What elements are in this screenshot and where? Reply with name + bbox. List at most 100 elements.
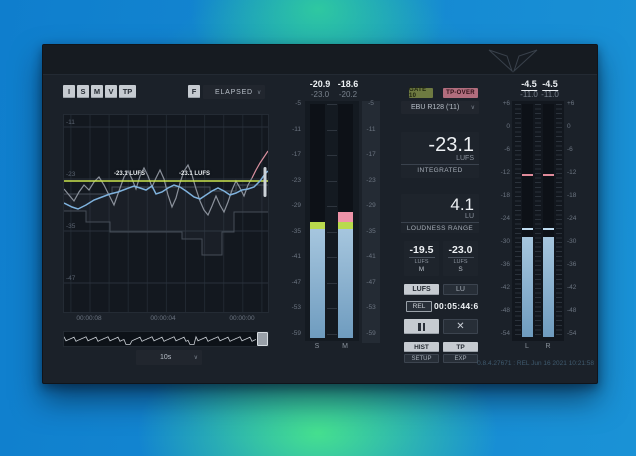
momentary-channel-label: M bbox=[418, 266, 425, 273]
tp-scale-label: -36 bbox=[500, 261, 510, 268]
waveform-overview-strip[interactable] bbox=[63, 331, 269, 347]
sm-scale-tick bbox=[327, 129, 337, 131]
tp-ladder-ticks bbox=[556, 104, 562, 337]
sm-scale-tick bbox=[327, 155, 337, 157]
target-loudness-label: -23.1 LUFS bbox=[179, 171, 211, 177]
r-tp-over-mark bbox=[543, 174, 554, 176]
loudness-range-readout: 4.1 LU LOUDNESS RANGE bbox=[401, 194, 479, 233]
graph-y-label: -23 bbox=[66, 171, 76, 178]
l-tp-over-mark bbox=[522, 174, 533, 176]
integrated-readout: -23.1 LUFS INTEGRATED bbox=[401, 132, 479, 178]
toggle-m-button[interactable]: M bbox=[91, 85, 103, 98]
chevron-down-icon: ∨ bbox=[256, 89, 262, 96]
s-bar-green-segment bbox=[310, 222, 325, 229]
time-mode-value: ELAPSED bbox=[215, 88, 253, 96]
sm-scale-tick bbox=[327, 180, 337, 182]
tp-button[interactable]: TP bbox=[443, 342, 478, 352]
sm-scale-label: -35 bbox=[366, 227, 376, 235]
r-bar-blue-segment bbox=[543, 237, 554, 337]
sm-scale-label: -59 bbox=[366, 329, 376, 337]
tp-scale-label: +6 bbox=[502, 100, 510, 107]
tp-scale-label: -6 bbox=[504, 146, 510, 153]
sm-scale-label: -29 bbox=[291, 202, 301, 210]
toggle-s-button[interactable]: S bbox=[77, 85, 89, 98]
rel-time-button[interactable]: REL bbox=[406, 301, 432, 312]
loudness-history-graph[interactable]: -11 -23 -35 -47 -23.1 LUFS -23.1 LUFS bbox=[63, 114, 269, 313]
tp-scale-label: -30 bbox=[500, 238, 510, 245]
m-peak-value: -18.6 bbox=[337, 79, 359, 89]
r-channel-label: R bbox=[545, 343, 551, 350]
tp-scale-label: -30 bbox=[567, 238, 577, 245]
toggle-v-button[interactable]: V bbox=[105, 85, 117, 98]
momentary-unit: LUFS bbox=[408, 257, 435, 265]
standard-preset-value: EBU R128 ('11) bbox=[411, 104, 460, 111]
m-bar-pink-segment bbox=[338, 212, 353, 222]
tp-scale-label: -36 bbox=[567, 261, 577, 268]
tp-scale-label: -54 bbox=[567, 330, 577, 337]
sm-scale-label: -35 bbox=[291, 227, 301, 235]
sm-scale-tick bbox=[327, 257, 337, 259]
exp-button[interactable]: EXP bbox=[443, 354, 478, 363]
tp-scale-label: -6 bbox=[567, 146, 573, 153]
r-peak-value: -4.5 bbox=[542, 79, 558, 91]
l-true-peak-bar bbox=[522, 104, 533, 337]
toggle-tp-button[interactable]: TP bbox=[119, 85, 136, 98]
tp-scale-label: +6 bbox=[567, 100, 575, 107]
sm-scale-label: -11 bbox=[292, 125, 301, 133]
graph-time-label: 00:00:00 bbox=[229, 315, 255, 322]
history-length-dropdown[interactable]: 10s ∨ bbox=[136, 350, 202, 365]
graph-cursor[interactable] bbox=[263, 167, 267, 197]
tp-scale-label: 0 bbox=[506, 123, 510, 130]
l-peak-value: -4.5 bbox=[521, 79, 537, 91]
setup-button[interactable]: SETUP bbox=[404, 354, 439, 363]
sm-scale-tick bbox=[327, 104, 337, 105]
toggle-i-button[interactable]: I bbox=[63, 85, 75, 98]
waveform-line bbox=[63, 335, 257, 345]
reset-button[interactable]: ✕ bbox=[443, 319, 478, 334]
tp-ladder-ticks bbox=[515, 104, 521, 337]
graph-time-label: 00:00:04 bbox=[150, 315, 176, 322]
tp-scale-label: -48 bbox=[567, 307, 577, 314]
waveform-scrubber-handle[interactable] bbox=[257, 332, 268, 346]
sm-scale-label: -41 bbox=[366, 253, 376, 261]
sm-scale-label: -53 bbox=[366, 304, 376, 312]
graph-y-label: -11 bbox=[66, 119, 75, 126]
unit-lu-button[interactable]: LU bbox=[443, 284, 478, 295]
target-loudness-label: -23.1 LUFS bbox=[114, 171, 146, 177]
sm-scale-label: -17 bbox=[366, 151, 376, 159]
tp-scale-label: -12 bbox=[567, 169, 577, 176]
sm-scale-tick bbox=[327, 282, 337, 284]
sm-scale-label: -29 bbox=[366, 202, 376, 210]
title-bar[interactable] bbox=[43, 45, 597, 75]
unit-lufs-button[interactable]: LUFS bbox=[404, 284, 439, 295]
l-bar-blue-segment bbox=[522, 237, 533, 337]
r-current-value: -11.0 bbox=[541, 90, 559, 99]
r-peak-hold-mark bbox=[543, 228, 554, 230]
sm-scale-label: -59 bbox=[291, 329, 301, 337]
integrated-unit: LUFS bbox=[456, 155, 474, 162]
standard-preset-dropdown[interactable]: EBU R128 ('11) ∨ bbox=[401, 101, 479, 114]
tp-scale-label: -42 bbox=[500, 284, 510, 291]
r-true-peak-bar bbox=[543, 104, 554, 337]
loudness-range-unit: LU bbox=[465, 213, 474, 220]
version-text: 0.8.4.27671 : REL Jun 16 2021 10:21:58 bbox=[477, 360, 594, 367]
m-channel-label: M bbox=[342, 343, 348, 350]
l-peak-hold-mark bbox=[522, 228, 533, 230]
sm-scale-label: -53 bbox=[291, 304, 301, 312]
time-mode-dropdown[interactable]: ELAPSED ∨ bbox=[203, 85, 265, 99]
pause-button[interactable] bbox=[404, 319, 439, 334]
tp-scale-label: 0 bbox=[567, 123, 571, 130]
sm-scale-tick bbox=[327, 308, 337, 310]
m-current-value: -20.2 bbox=[338, 90, 358, 99]
chevron-down-icon: ∨ bbox=[470, 105, 475, 111]
sm-scale-tick bbox=[327, 206, 337, 208]
m-bar-blue-segment bbox=[338, 229, 353, 338]
hist-button[interactable]: HIST bbox=[404, 342, 439, 352]
freeze-button[interactable]: F bbox=[188, 85, 200, 98]
short-term-channel-label: S bbox=[458, 266, 463, 273]
sm-scale-label: -41 bbox=[291, 253, 301, 261]
tp-scale-label: -24 bbox=[567, 215, 577, 222]
sm-scale-label: -5 bbox=[368, 100, 374, 107]
s-current-value: -23.0 bbox=[310, 90, 330, 99]
elapsed-time-display: 00:05:44:6 bbox=[434, 301, 479, 311]
